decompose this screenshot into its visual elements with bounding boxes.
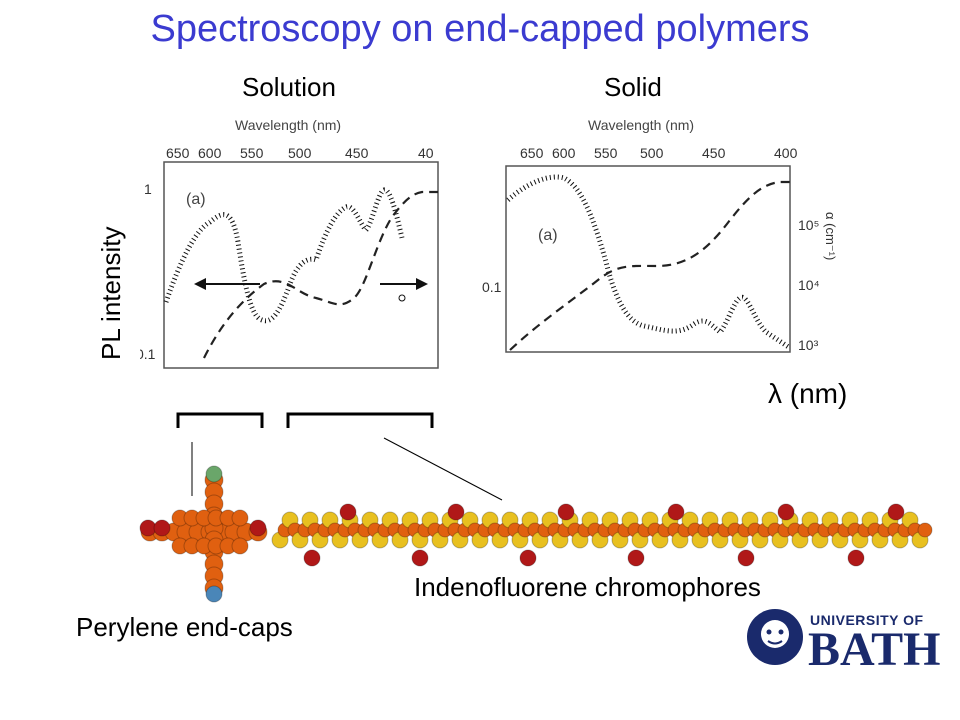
solid-tick-400: 400 bbox=[774, 145, 798, 161]
solution-wavelength-label: Wavelength (nm) bbox=[235, 117, 341, 133]
side-atom bbox=[339, 503, 357, 521]
solid-tick-500: 500 bbox=[640, 145, 664, 161]
left-arrow-head bbox=[194, 278, 206, 290]
chain-atom bbox=[917, 522, 933, 538]
side-atom bbox=[887, 503, 905, 521]
endcap-red-atom bbox=[249, 519, 267, 537]
endcap-red-atom bbox=[153, 519, 171, 537]
solution-tick-450: 450 bbox=[345, 145, 369, 161]
solution-tick-600: 600 bbox=[198, 145, 222, 161]
solid-annotation: (a) bbox=[538, 227, 558, 244]
solution-pl-curve bbox=[163, 187, 405, 324]
perylene-label: Perylene end-caps bbox=[76, 612, 293, 642]
solution-tick-650: 650 bbox=[166, 145, 190, 161]
indenofluorene-bracket bbox=[286, 412, 434, 428]
solid-wavelength-label: Wavelength (nm) bbox=[588, 117, 694, 133]
bracket-overlay bbox=[176, 412, 503, 501]
side-atom bbox=[411, 549, 429, 567]
side-atom bbox=[847, 549, 865, 567]
y-axis-label: PL intensity bbox=[96, 226, 126, 360]
solid-right-axis-label: α (cm⁻¹) bbox=[823, 212, 838, 260]
solid-absorption-curve bbox=[509, 180, 790, 351]
endcap-tip-atom bbox=[205, 465, 223, 483]
solid-tick-600: 600 bbox=[552, 145, 576, 161]
indenofluorene-label: Indenofluorene chromophores bbox=[414, 572, 761, 602]
endcap-tip-atom bbox=[205, 585, 223, 603]
endcap-atom bbox=[231, 509, 249, 527]
logo-bath: BATH bbox=[808, 623, 941, 676]
solid-spectrum-plot: Wavelength (nm) 650 600 550 500 450 400 … bbox=[482, 117, 838, 353]
solid-pl-curve bbox=[506, 174, 792, 351]
solution-panel-title: Solution bbox=[242, 72, 336, 102]
side-atom bbox=[557, 503, 575, 521]
slide-title: Spectroscopy on end-capped polymers bbox=[150, 8, 810, 50]
solid-tick-650: 650 bbox=[520, 145, 544, 161]
solution-tick-550: 550 bbox=[240, 145, 264, 161]
side-atom bbox=[303, 549, 321, 567]
solid-tick-450: 450 bbox=[702, 145, 726, 161]
side-atom bbox=[447, 503, 465, 521]
side-atom bbox=[777, 503, 795, 521]
solution-plot-frame bbox=[163, 161, 439, 369]
solid-tick-0.1: 0.1 bbox=[482, 279, 502, 295]
perylene-bracket bbox=[176, 412, 264, 428]
side-atom bbox=[667, 503, 685, 521]
solution-tick-1: 1 bbox=[144, 181, 152, 197]
solid-panel-title: Solid bbox=[604, 72, 662, 102]
logo-university-of: UNIVERSITY OF bbox=[810, 612, 924, 628]
side-atom bbox=[627, 549, 645, 567]
solution-tick-0.1: 0.1 bbox=[140, 346, 156, 362]
solution-spectrum-plot: Wavelength (nm) 650 600 550 500 450 40 1… bbox=[140, 117, 439, 369]
indenofluorene-connector bbox=[383, 437, 503, 501]
solution-tick-40: 40 bbox=[418, 145, 434, 161]
solid-tick-550: 550 bbox=[594, 145, 618, 161]
solid-plot-frame bbox=[505, 165, 791, 353]
solid-right-tick-1e3: 10³ bbox=[798, 337, 819, 353]
solid-right-tick-1e4: 10⁴ bbox=[798, 277, 820, 293]
solid-right-tick-1e5: 10⁵ bbox=[798, 217, 819, 233]
right-arrow-head bbox=[416, 278, 428, 290]
side-atom bbox=[737, 549, 755, 567]
university-crest-icon bbox=[747, 609, 803, 665]
solution-absorption-curve bbox=[203, 190, 438, 359]
solution-marker bbox=[398, 294, 406, 302]
endcap-atom bbox=[231, 537, 249, 555]
x-axis-label: λ (nm) bbox=[768, 378, 848, 409]
polymer-chain-model bbox=[139, 465, 933, 603]
solution-annotation: (a) bbox=[186, 191, 206, 208]
side-atom bbox=[519, 549, 537, 567]
solution-tick-500: 500 bbox=[288, 145, 312, 161]
